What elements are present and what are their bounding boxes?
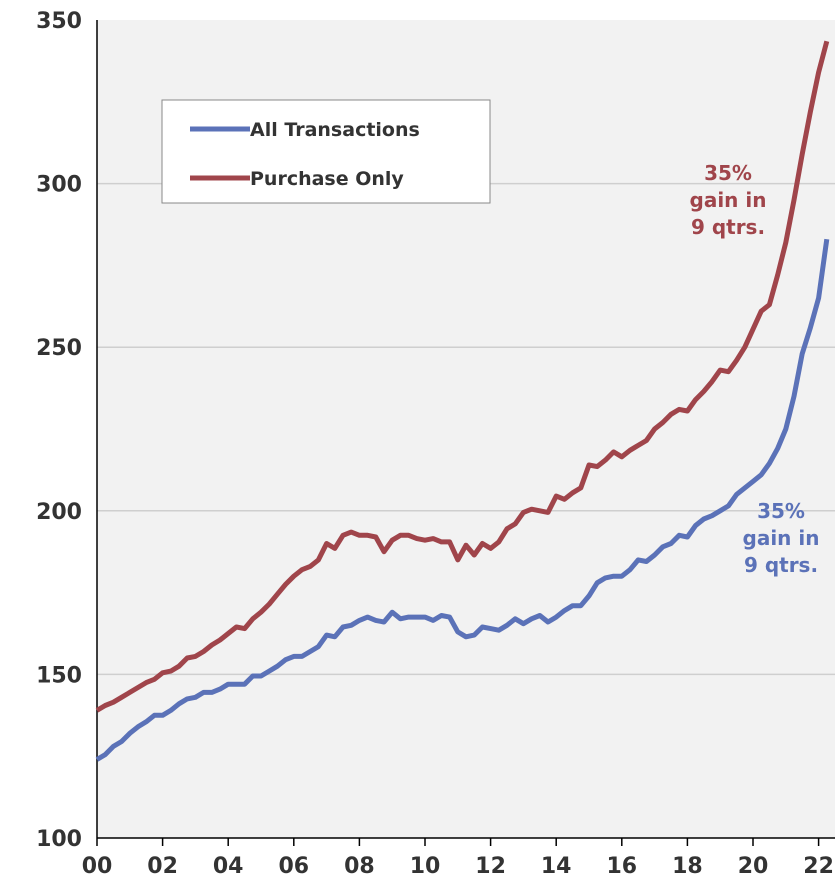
legend-box [161, 99, 491, 204]
annotation-line: 35% [704, 161, 752, 185]
y-tick-label: 150 [36, 663, 82, 688]
x-tick-label: 08 [344, 854, 375, 879]
y-tick-label: 250 [36, 336, 82, 361]
y-tick-label: 200 [36, 500, 82, 525]
y-tick-label: 300 [36, 173, 82, 198]
legend-label: Purchase Only [250, 168, 404, 190]
annotation-line: gain in [690, 188, 767, 212]
annotation: 35% gain in 9 qtrs. [743, 499, 820, 577]
x-tick-label: 14 [541, 854, 572, 879]
x-tick-label: 10 [410, 854, 441, 879]
x-tick-label: 18 [672, 854, 703, 879]
annotation-line: 9 qtrs. [691, 215, 765, 239]
y-tick-label: 350 [36, 9, 82, 34]
x-tick-label: 12 [475, 854, 506, 879]
x-tick-label: 06 [278, 854, 309, 879]
annotation-line: gain in [743, 526, 820, 550]
legend-label: All Transactions [250, 119, 420, 141]
y-tick-label: 100 [36, 827, 82, 852]
x-tick-label: 16 [606, 854, 637, 879]
series-line [95, 238, 830, 762]
annotation-line: 9 qtrs. [744, 553, 818, 577]
x-tick-label: 04 [213, 854, 244, 879]
x-tick-label: 00 [82, 854, 113, 879]
x-tick-label: 22 [803, 854, 834, 879]
series-line [95, 40, 830, 713]
annotation: 35% gain in 9 qtrs. [690, 161, 767, 239]
x-tick-label: 02 [147, 854, 178, 879]
annotation-line: 35% [757, 499, 805, 523]
x-tick-label: 20 [738, 854, 769, 879]
